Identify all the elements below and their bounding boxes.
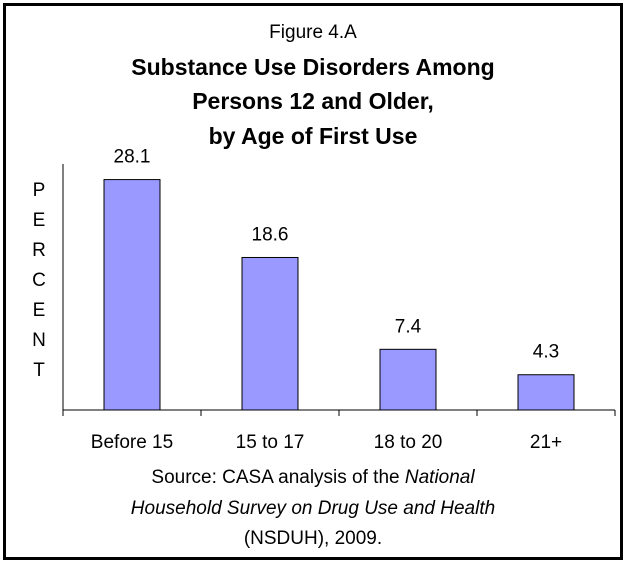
data-label: 18.6 [252,224,289,245]
source-line-2: Household Survey on Drug Use and Health [0,498,626,520]
bar [379,348,437,411]
y-axis-label-letter: R [32,240,46,261]
y-axis-label-letter: N [32,330,46,351]
chart-title-line-1: Substance Use Disorders Among [131,54,495,80]
x-tick-label: Before 15 [91,432,173,453]
data-label: 4.3 [533,342,559,363]
source-prefix: Source: CASA analysis of the [151,467,405,488]
figure-border [3,3,623,560]
source-title-part-2: Household Survey on Drug Use and Health [130,498,496,519]
y-axis-label-letter: C [32,270,46,291]
bar [103,179,161,411]
bar [517,374,575,411]
y-axis-label-letter: E [32,300,46,321]
source-line-1: Source: CASA analysis of the National [0,467,626,489]
bar [241,256,299,411]
x-tick-label: 21+ [530,432,562,453]
y-axis-label-letter: P [32,180,46,201]
x-tick-label: 18 to 20 [374,432,443,453]
chart-title-line-2: Persons 12 and Older, [192,88,434,114]
data-label: 7.4 [395,316,422,337]
source-title-part-1: National [404,467,475,488]
y-axis-label-letter: E [32,210,46,231]
figure-label: Figure 4.A [269,22,357,43]
y-axis-label-letter: T [33,360,45,381]
data-label: 28.1 [114,147,151,168]
x-tick-label: 15 to 17 [236,432,305,453]
source-line-3: (NSDUH), 2009. [243,528,383,549]
chart-title-line-3: by Age of First Use [208,123,418,149]
